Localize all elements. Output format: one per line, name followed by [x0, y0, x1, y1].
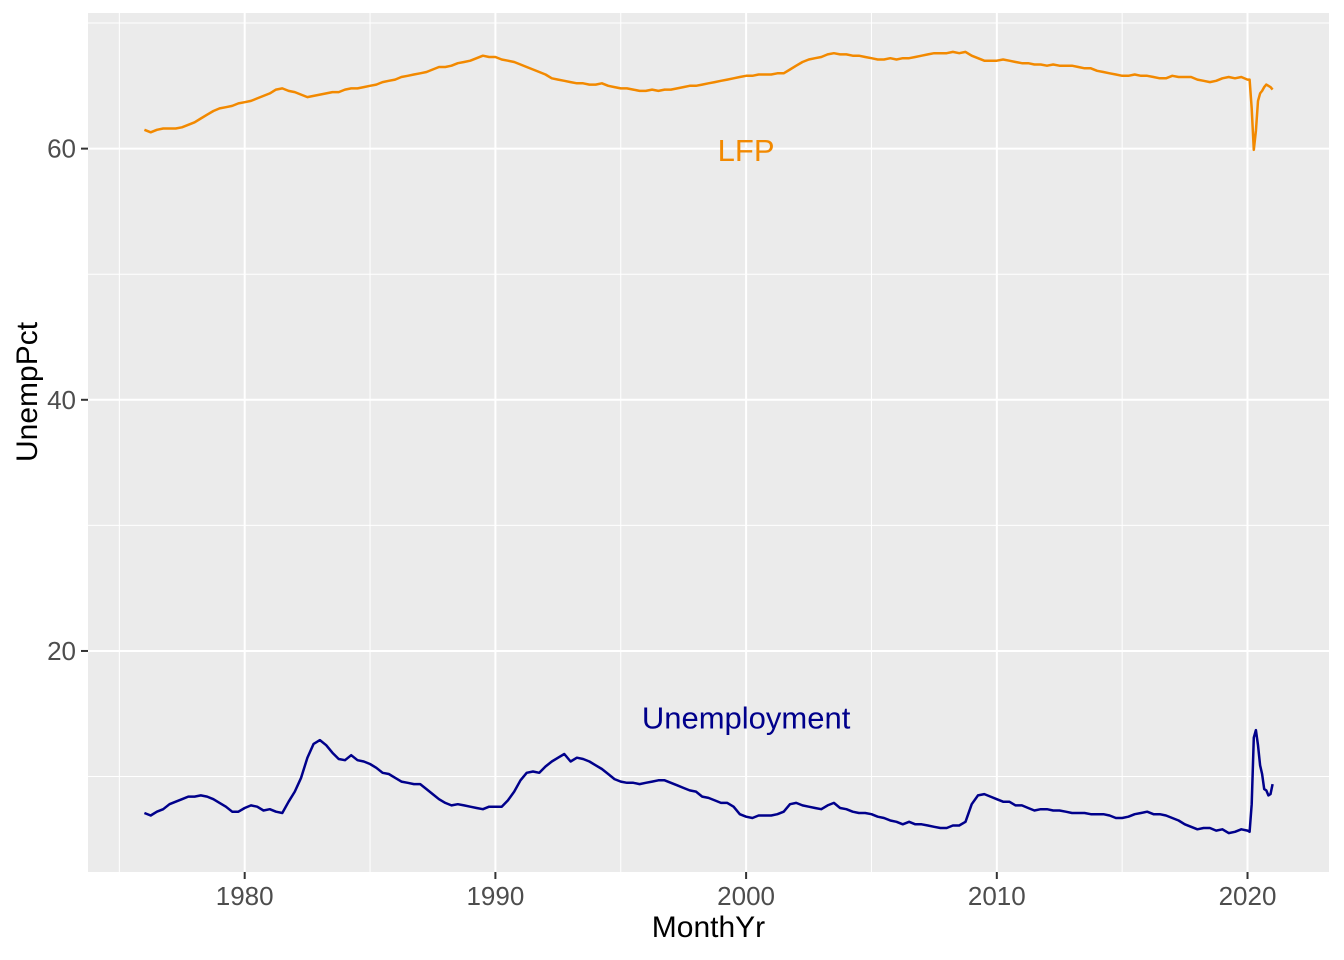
y-tick-label: 60 — [47, 134, 76, 164]
series-label-lfp: LFP — [718, 133, 775, 168]
x-tick-label: 2020 — [1219, 881, 1277, 911]
x-tick-label: 2000 — [717, 881, 775, 911]
x-tick-label: 2010 — [968, 881, 1026, 911]
y-tick-label: 40 — [47, 385, 76, 415]
x-tick-label: 1980 — [216, 881, 274, 911]
series-line-unemployment — [143, 728, 1274, 835]
x-axis-title: MonthYr — [651, 911, 766, 944]
plot-panel — [88, 13, 1329, 872]
y-tick-label: 20 — [47, 636, 76, 666]
series-line-lfp — [143, 50, 1274, 152]
x-tick-label: 1990 — [466, 881, 524, 911]
y-axis-title: UnempPct — [11, 321, 44, 462]
series-label-unemployment: Unemployment — [642, 701, 851, 736]
